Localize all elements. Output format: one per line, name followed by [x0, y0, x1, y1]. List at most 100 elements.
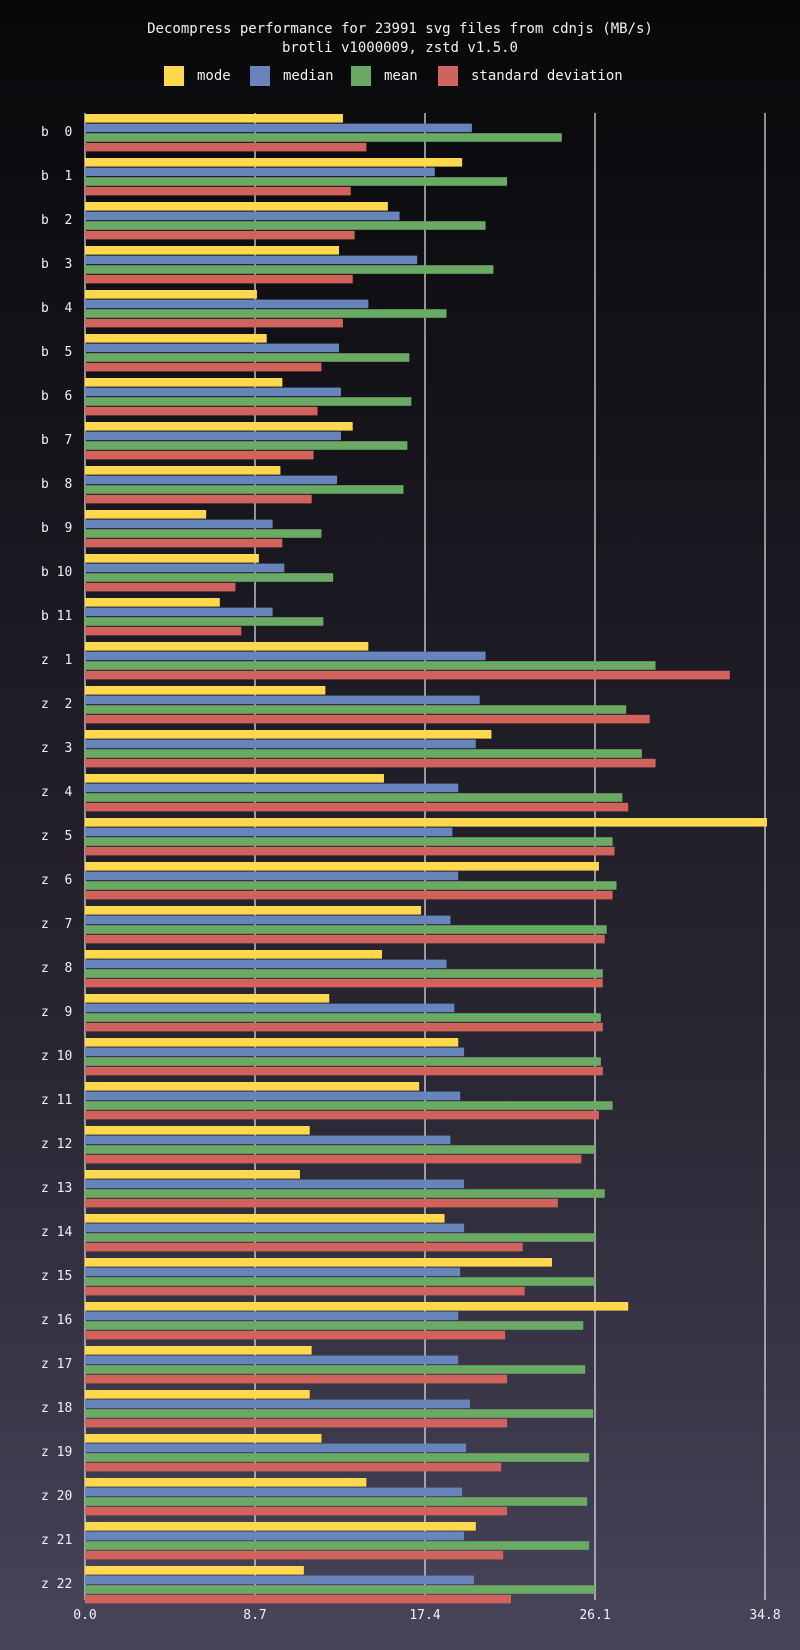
bar-standard-deviation-22	[85, 1110, 599, 1120]
x-tick-label: 26.1	[579, 1608, 610, 1623]
bar-mode-16	[85, 818, 767, 827]
category-label: z 5	[41, 829, 72, 844]
bar-mode-12	[85, 642, 369, 651]
bar-mode-8	[85, 466, 281, 475]
x-tick-label: 17.4	[409, 1608, 440, 1623]
bar-median-33	[85, 1575, 474, 1585]
bar-mode-7	[85, 422, 353, 431]
bar-standard-deviation-30	[85, 1462, 502, 1472]
bar-median-28	[85, 1355, 459, 1365]
bar-median-29	[85, 1399, 470, 1409]
category-label: z 17	[41, 1357, 72, 1372]
legend-label-median: median	[283, 68, 334, 84]
category-label: z 14	[41, 1225, 72, 1240]
bar-median-18	[85, 915, 451, 925]
bar-mode-5	[85, 334, 267, 343]
bar-standard-deviation-24	[85, 1198, 558, 1208]
bar-median-32	[85, 1531, 465, 1541]
bar-mode-33	[85, 1566, 304, 1575]
category-label: b 3	[41, 257, 72, 272]
bar-mode-25	[85, 1214, 445, 1223]
bar-standard-deviation-3	[85, 274, 353, 284]
category-label: b 0	[41, 125, 72, 140]
bar-standard-deviation-8	[85, 494, 312, 504]
bar-standard-deviation-4	[85, 318, 343, 328]
bar-standard-deviation-11	[85, 626, 242, 636]
bar-median-24	[85, 1179, 465, 1189]
bar-median-15	[85, 783, 459, 793]
bar-median-7	[85, 431, 341, 441]
bar-median-13	[85, 695, 480, 705]
bar-median-0	[85, 123, 472, 133]
bar-median-4	[85, 299, 369, 309]
bar-standard-deviation-28	[85, 1374, 508, 1384]
x-tick-label: 34.8	[749, 1608, 780, 1623]
bar-standard-deviation-31	[85, 1506, 508, 1516]
category-label: b 6	[41, 389, 72, 404]
legend-swatch-standard-deviation	[438, 66, 458, 86]
bar-mode-29	[85, 1390, 310, 1399]
legend-item-standard-deviation: standard deviation	[438, 65, 623, 87]
bar-median-3	[85, 255, 418, 265]
bar-standard-deviation-12	[85, 670, 730, 680]
bar-mean-24	[85, 1189, 605, 1198]
bar-median-30	[85, 1443, 467, 1453]
bar-standard-deviation-13	[85, 714, 650, 724]
bar-standard-deviation-0	[85, 142, 367, 152]
bar-mean-32	[85, 1541, 590, 1550]
bar-mean-23	[85, 1145, 595, 1154]
bar-mode-31	[85, 1478, 367, 1487]
bar-median-26	[85, 1267, 461, 1277]
bar-mode-1	[85, 158, 463, 167]
legend-item-mean: mean	[351, 65, 418, 87]
bar-median-23	[85, 1135, 451, 1145]
legend-swatch-mode	[164, 66, 184, 86]
legend-label-mean: mean	[384, 68, 418, 84]
bar-mean-29	[85, 1409, 594, 1418]
bar-standard-deviation-25	[85, 1242, 523, 1252]
category-label: z 22	[41, 1577, 72, 1592]
bar-mode-9	[85, 510, 207, 519]
bar-standard-deviation-7	[85, 450, 314, 460]
category-label: b 5	[41, 345, 72, 360]
bar-mean-6	[85, 397, 412, 406]
bar-mean-18	[85, 925, 607, 934]
bar-mean-15	[85, 793, 623, 802]
bar-mode-30	[85, 1434, 322, 1443]
category-label: z 10	[41, 1049, 72, 1064]
category-label: z 9	[41, 1005, 72, 1020]
bar-mean-26	[85, 1277, 595, 1286]
bar-median-12	[85, 651, 486, 661]
bar-median-27	[85, 1311, 459, 1321]
bar-median-25	[85, 1223, 465, 1233]
bar-mean-31	[85, 1497, 588, 1506]
bar-standard-deviation-26	[85, 1286, 525, 1296]
bar-median-16	[85, 827, 453, 837]
chart-subtitle: brotli v1000009, zstd v1.5.0	[281, 40, 518, 56]
bar-mean-20	[85, 1013, 601, 1022]
bar-median-31	[85, 1487, 463, 1497]
bar-mean-12	[85, 661, 656, 670]
x-tick-labels: 0.0 8.7 17.4 26.1 34.8	[73, 1608, 780, 1623]
bar-median-2	[85, 211, 400, 221]
bar-mean-4	[85, 309, 447, 318]
legend-label-standard-deviation: standard deviation	[471, 68, 623, 84]
legend-swatch-mean	[351, 66, 371, 86]
category-label: b 4	[41, 301, 72, 316]
bar-mode-26	[85, 1258, 553, 1267]
bar-mean-8	[85, 485, 404, 494]
bar-mode-32	[85, 1522, 476, 1531]
category-label: z 19	[41, 1445, 72, 1460]
category-label: z 16	[41, 1313, 72, 1328]
legend: mode median mean standard deviation	[0, 65, 800, 87]
bar-median-17	[85, 871, 459, 881]
bar-standard-deviation-1	[85, 186, 351, 196]
bar-standard-deviation-21	[85, 1066, 603, 1076]
bar-mode-3	[85, 246, 340, 255]
bar-mode-11	[85, 598, 220, 607]
bar-mode-19	[85, 950, 383, 959]
bar-mode-24	[85, 1170, 300, 1179]
bar-mean-30	[85, 1453, 590, 1462]
bar-mode-13	[85, 686, 326, 695]
category-label: z 2	[41, 697, 72, 712]
